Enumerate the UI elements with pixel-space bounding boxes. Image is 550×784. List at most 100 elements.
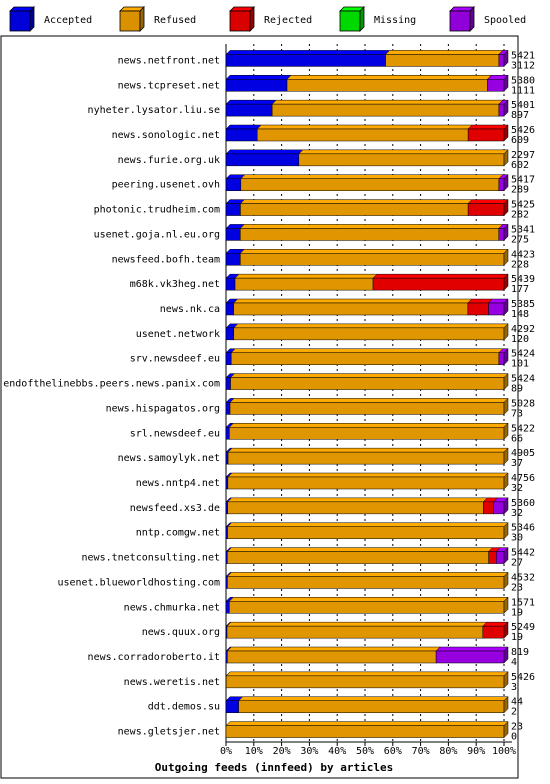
bar-side-ddt-demos-su-refused [503, 696, 509, 714]
bar-segment-newsfeed-bofh-team-accepted [225, 253, 241, 266]
row-accepted-usenet-goja-nl-eu-org: 275 [511, 234, 529, 245]
row-total-news-tnetconsulting-net: 5442 [511, 548, 535, 559]
bar-segment-srl-newsdeef-eu-refused [229, 427, 505, 440]
bar-top-news-netfront-net-refused [384, 50, 504, 55]
bar-segment-photonic-trudheim-com-rejected [467, 203, 505, 216]
bar-segment-news-sonologic-net-rejected [467, 128, 505, 142]
row-total-newsfeed-bofh-team: 4423 [511, 249, 535, 260]
bar-segment-news-furie-org-uk-accepted [225, 153, 300, 167]
row-total-ddt-demos-su: 44 [511, 697, 523, 708]
bar-top-news-gletsjer-net-refused [225, 721, 509, 726]
row-label-endofthelinebbs-peers-news-panix-com: endofthelinebbs.peers.news.panix.com [3, 379, 220, 390]
bar-top-news-quux-org-rejected [482, 621, 509, 627]
bar-segment-newsfeed-xs3-de-rejected [483, 501, 494, 515]
row-label-news-weretis-net: news.weretis.net [124, 677, 220, 688]
bar-top-nyheter-lysator-liu-se-refused [271, 99, 504, 105]
bar-side-newsfeed-xs3-de-spooled [503, 497, 509, 515]
row-total-photonic-trudheim-com: 5425 [511, 200, 535, 211]
x-tick-label-60: 60% [384, 746, 402, 757]
x-tick-label-70: 70% [412, 746, 430, 757]
bar-side-newsfeed-bofh-team-refused [503, 248, 509, 266]
bar-segment-news-chmurka-net-accepted [225, 601, 230, 614]
bar-side-news-tcpreset-net-spooled [503, 74, 509, 92]
bar-top-srl-newsdeef-eu-refused [228, 423, 509, 428]
bar-side-news-quux-org-rejected [503, 621, 509, 639]
bar-row-endofthelinebbs-peers-news-panix-com: endofthelinebbs.peers.news.panix.com 5424… [3, 372, 535, 395]
bar-segment-usenet-goja-nl-eu-org-spooled [498, 228, 505, 241]
bar-segment-news-furie-org-uk-refused [298, 153, 505, 167]
bar-top-news-netfront-net-accepted [225, 50, 391, 55]
legend-swatch-side-rejected [249, 6, 255, 32]
bar-top-m68k-vk3heg-net-refused [234, 273, 378, 279]
row-label-usenet-goja-nl-eu-org: usenet.goja.nl.eu.org [94, 229, 220, 240]
bar-segment-nntp-comgw-net-refused [227, 526, 505, 539]
x-tick-label-40: 40% [328, 746, 346, 757]
row-label-news-furie-org-uk: news.furie.org.uk [118, 155, 220, 166]
bar-side-news-hispagatos-org-refused [503, 397, 509, 416]
bar-segment-endofthelinebbs-peers-news-panix-com-refused [230, 377, 505, 390]
row-total-news-netfront-net: 5421 [511, 50, 535, 61]
row-accepted-news-gletsjer-net: 0 [511, 732, 517, 743]
bar-segment-news-gletsjer-net-refused [225, 725, 505, 738]
row-total-newsfeed-xs3-de: 5360 [511, 498, 535, 509]
row-label-news-chmurka-net: news.chmurka.net [124, 602, 220, 613]
row-accepted-photonic-trudheim-com: 282 [511, 210, 529, 221]
bar-segment-news-sonologic-net-refused [256, 128, 469, 142]
row-label-news-tnetconsulting-net: news.tnetconsulting.net [82, 553, 220, 564]
row-total-peering-usenet-ovh: 5417 [511, 175, 535, 186]
bar-segment-news-corradoroberto-it-spooled [435, 650, 505, 664]
bar-segment-news-chmurka-net-refused [229, 601, 505, 614]
bar-segment-news-sonologic-net-accepted [225, 128, 258, 142]
row-accepted-news-corradoroberto-it: 4 [511, 657, 517, 668]
row-total-usenet-goja-nl-eu-org: 5341 [511, 224, 535, 235]
row-total-srl-newsdeef-eu: 5422 [511, 423, 535, 434]
legend-swatch-spooled [449, 10, 471, 32]
bar-segment-news-tnetconsulting-net-spooled [496, 551, 505, 564]
row-label-nntp-comgw-net: nntp.comgw.net [136, 528, 220, 539]
bar-segment-photonic-trudheim-com-accepted [225, 203, 241, 216]
chart-frame [0, 35, 519, 779]
bar-side-usenet-network-refused [503, 323, 509, 341]
row-total-news-samoylyk-net: 4905 [511, 448, 535, 459]
legend-swatch-side-spooled [469, 6, 475, 32]
row-total-nntp-comgw-net: 5346 [511, 523, 535, 534]
row-label-news-nk-ca: news.nk.ca [160, 304, 220, 315]
row-label-newsfeed-bofh-team: newsfeed.bofh.team [112, 254, 220, 265]
bar-segment-news-nk-ca-accepted [225, 302, 234, 316]
bar-top-news-samoylyk-net-refused [227, 447, 509, 453]
row-label-news-quux-org: news.quux.org [142, 627, 220, 638]
bar-segment-nyheter-lysator-liu-se-accepted [225, 103, 273, 117]
row-total-news-hispagatos-org: 5028 [511, 398, 535, 409]
bar-side-news-furie-org-uk-refused [503, 149, 509, 167]
legend-label-refused: Refused [154, 15, 196, 26]
row-accepted-usenet-network: 120 [511, 334, 529, 345]
bar-top-news-nk-ca-refused [233, 298, 473, 304]
bar-top-newsfeed-xs3-de-refused [227, 497, 488, 503]
row-label-srv-newsdeef-eu: srv.newsdeef.eu [130, 354, 220, 365]
bar-top-news-chmurka-net-refused [228, 597, 509, 602]
bar-top-news-quux-org-refused [226, 621, 488, 627]
row-accepted-m68k-vk3heg-net: 177 [511, 284, 529, 295]
row-label-srl-newsdeef-eu: srl.newsdeef.eu [130, 428, 220, 439]
bar-segment-news-quux-org-rejected [482, 625, 505, 639]
bar-top-photonic-trudheim-com-rejected [467, 199, 509, 204]
bar-segment-news-weretis-net-refused [225, 675, 505, 689]
bar-segment-news-quux-org-refused [226, 625, 484, 639]
row-label-news-tcpreset-net: news.tcpreset.net [118, 80, 220, 91]
row-label-ddt-demos-su: ddt.demos.su [148, 702, 220, 713]
bar-top-news-weretis-net-refused [225, 671, 509, 677]
bar-segment-news-samoylyk-net-accepted [225, 451, 229, 465]
bar-segment-srv-newsdeef-eu-refused [230, 352, 500, 365]
